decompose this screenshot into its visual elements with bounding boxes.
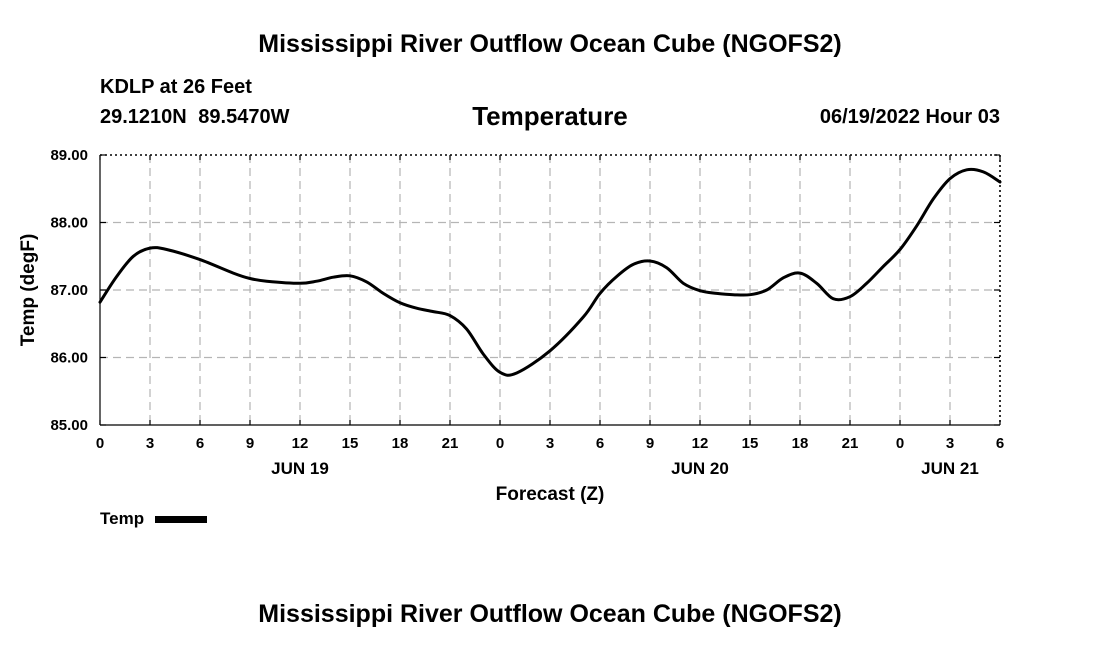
- y-tick-label: 88.00: [50, 215, 88, 232]
- x-tick-label: 3: [546, 435, 554, 452]
- x-tick-label: 9: [646, 435, 654, 452]
- series-line-temp: [98, 167, 1002, 377]
- x-tick-label: 9: [246, 435, 254, 452]
- x-tick-label: 12: [292, 435, 309, 452]
- x-tick-label: 6: [596, 435, 604, 452]
- y-tick-label: 89.00: [50, 147, 88, 164]
- station-label: KDLP at 26 Feet: [100, 76, 252, 98]
- x-tick-label: 18: [792, 435, 809, 452]
- x-tick-label: 18: [392, 435, 409, 452]
- axes: [99, 154, 1001, 426]
- y-tick-label: 86.00: [50, 350, 88, 367]
- legend-label: Temp: [100, 509, 145, 528]
- page-title: Mississippi River Outflow Ocean Cube (NG…: [258, 30, 842, 58]
- x-tick-label: 0: [896, 435, 904, 452]
- x-tick-label: 15: [342, 435, 359, 452]
- variable-title: Temperature: [472, 101, 628, 131]
- x-tick-label: 21: [442, 435, 459, 452]
- x-tick-label: 0: [96, 435, 104, 452]
- legend: Temp: [100, 509, 207, 529]
- x-tick-label: 15: [742, 435, 759, 452]
- forecast-datetime: 06/19/2022 Hour 03: [819, 106, 1000, 128]
- legend-swatch: [154, 516, 207, 524]
- y-tick-label: 87.00: [50, 282, 88, 299]
- x-tick-label: 6: [196, 435, 204, 452]
- x-tick-label: 0: [496, 435, 504, 452]
- station-coordinates: 29.1210N 89.5470W: [100, 106, 290, 128]
- tick-labels: 0 3 6 9 12 15 18 21 0 3 6 9 12 15 18 21 0 3 6 85.00 86.00 87.…: [50, 147, 1004, 478]
- y-tick-label: 85.00: [50, 417, 88, 434]
- x-tick-label: 6: [996, 435, 1004, 452]
- grid: [100, 155, 1000, 425]
- x-axis-label: Forecast (Z): [496, 484, 605, 505]
- date-label: JUN 21: [921, 459, 979, 478]
- series: [98, 167, 1002, 377]
- date-label: JUN 20: [671, 459, 729, 478]
- x-tick-label: 3: [946, 435, 954, 452]
- x-tick-label: 12: [692, 435, 709, 452]
- x-tick-label: 3: [146, 435, 154, 452]
- y-axis-label: Temp (degF): [18, 234, 39, 347]
- page-title-bottom: Mississippi River Outflow Ocean Cube (NG…: [258, 600, 842, 628]
- date-label: JUN 19: [271, 459, 329, 478]
- x-tick-label: 21: [842, 435, 859, 452]
